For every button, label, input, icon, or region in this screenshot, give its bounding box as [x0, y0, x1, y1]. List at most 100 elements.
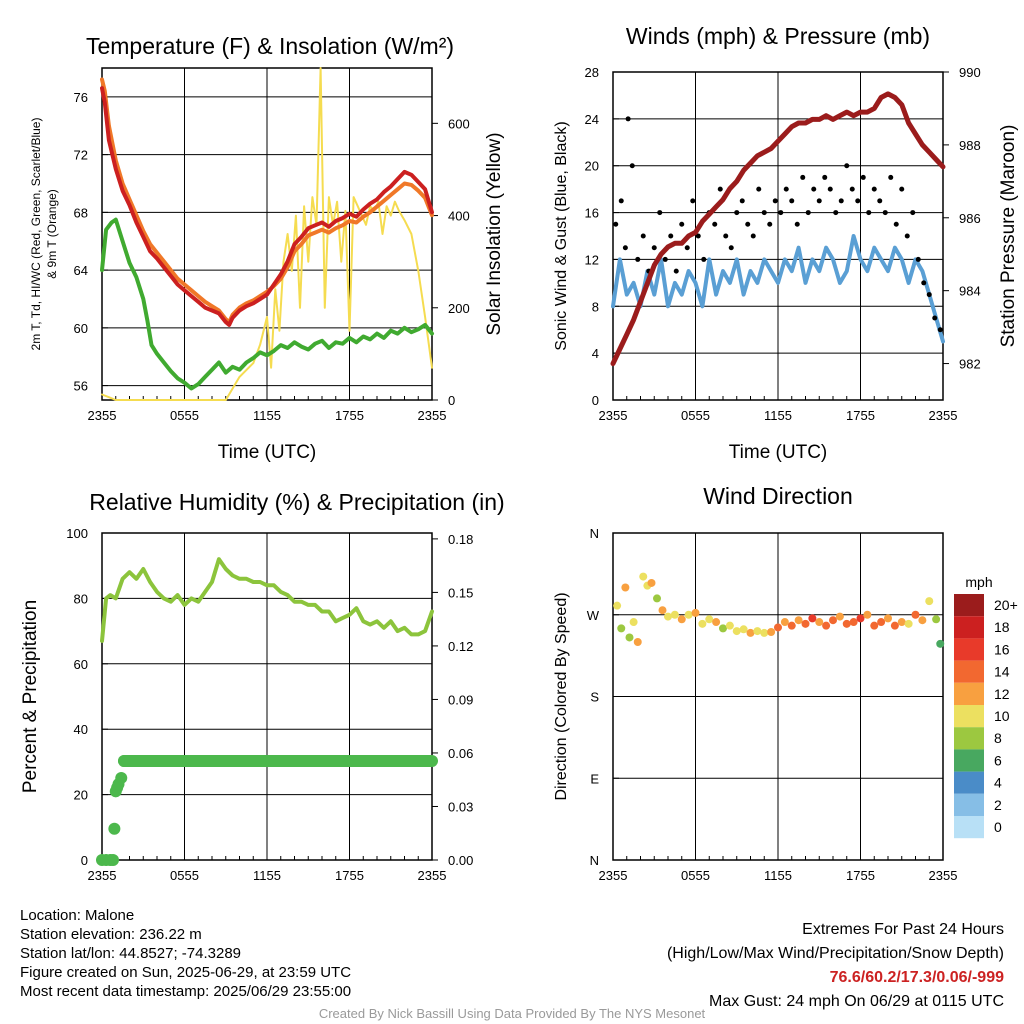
- colorbar-swatch: [954, 727, 984, 750]
- y-tick-label: 20: [585, 159, 599, 174]
- x-tick-label: 0555: [170, 408, 199, 423]
- plot-frame: [101, 67, 433, 401]
- gust-point: [679, 221, 685, 227]
- gust-point: [921, 280, 927, 286]
- gust-point: [695, 233, 701, 239]
- y2-tick-label: 0.03: [448, 799, 473, 814]
- gust-point: [866, 210, 872, 216]
- colorbar-unit: mph: [965, 574, 992, 590]
- direction-point: [936, 639, 945, 648]
- direction-point: [613, 601, 622, 610]
- gust-point: [745, 221, 751, 227]
- direction-point: [904, 619, 913, 628]
- chart-title: Winds (mph) & Pressure (mb): [626, 23, 930, 49]
- direction-point: [849, 618, 858, 627]
- gust-point: [844, 163, 850, 169]
- y2-tick-label: 986: [959, 211, 981, 226]
- y2-tick-label: 200: [448, 301, 470, 316]
- direction-point: [621, 583, 630, 592]
- y2-tick-label: 982: [959, 357, 981, 372]
- gust-point: [893, 221, 899, 227]
- chart-title: Wind Direction: [703, 483, 853, 509]
- gust-point: [822, 174, 828, 180]
- colorbar-swatch: [954, 793, 984, 816]
- gust-point: [904, 233, 910, 239]
- gust-point: [838, 198, 844, 204]
- plot-frame: [101, 532, 433, 861]
- gust-point: [899, 186, 905, 192]
- extremes-values: 76.6/60.2/17.3/0.06/-999: [829, 969, 1004, 986]
- direction-point: [732, 627, 741, 636]
- gust-point: [622, 245, 628, 251]
- y-tick-label: 68: [74, 205, 88, 220]
- y-axis-label: Direction (Colored By Speed): [553, 592, 570, 800]
- gust-point: [723, 233, 729, 239]
- direction-point: [780, 618, 789, 627]
- gust-point: [651, 245, 657, 251]
- direction-point: [670, 610, 679, 619]
- gust-point: [877, 198, 883, 204]
- y2-tick-label: 0.09: [448, 692, 473, 707]
- direction-point: [698, 619, 707, 628]
- gust-point: [728, 245, 734, 251]
- gust-point: [794, 221, 800, 227]
- direction-point: [856, 614, 865, 623]
- direction-point: [870, 621, 879, 630]
- direction-point: [658, 606, 667, 615]
- x-tick-label: 2355: [929, 868, 958, 883]
- colorbar-label: 12: [994, 686, 1010, 702]
- chart-panel-1: [101, 67, 438, 401]
- y-tick-label: 0: [81, 853, 88, 868]
- y-tick-label: 60: [74, 657, 88, 672]
- direction-point: [677, 615, 686, 624]
- y-tick-label: 80: [74, 591, 88, 606]
- gust-point: [827, 186, 833, 192]
- gust-point: [701, 256, 707, 262]
- direction-point: [753, 627, 762, 636]
- gust-point: [625, 116, 631, 122]
- direction-point: [760, 628, 769, 637]
- direction-point: [725, 621, 734, 630]
- series-line-solar: [101, 67, 433, 401]
- gust-point: [778, 210, 784, 216]
- gust-point: [635, 256, 641, 262]
- y-tick-label: S: [590, 690, 599, 705]
- colorbar-swatch: [954, 771, 984, 794]
- colorbar-label: 2: [994, 797, 1002, 813]
- y-tick-label: 16: [585, 206, 599, 221]
- y2-tick-label: 984: [959, 284, 981, 299]
- extremes-summary: Extremes For Past 24 Hours (High/Low/Max…: [667, 918, 1004, 1014]
- colorbar-label: 4: [994, 775, 1002, 791]
- chart-title: Relative Humidity (%) & Precipitation (i…: [89, 489, 504, 515]
- extremes-title: Extremes For Past 24 Hours: [802, 921, 1004, 938]
- gust-point: [673, 268, 679, 274]
- credit-line: Created By Nick Bassill Using Data Provi…: [318, 1006, 706, 1021]
- series-line-pressure: [610, 91, 946, 367]
- direction-point: [842, 619, 851, 628]
- direction-point: [684, 610, 693, 619]
- x-tick-label: 0555: [681, 408, 710, 423]
- gust-point: [684, 245, 690, 251]
- y2-tick-label: 0.00: [448, 853, 473, 868]
- direction-point: [794, 616, 803, 625]
- chart-title: Temperature (F) & Insolation (W/m²): [86, 33, 454, 59]
- y2-tick-label: 988: [959, 138, 981, 153]
- y2-tick-label: 0.12: [448, 639, 473, 654]
- gust-point: [882, 210, 888, 216]
- gust-point: [772, 198, 778, 204]
- extremes-subtitle: (High/Low/Max Wind/Precipitation/Snow De…: [666, 945, 1004, 962]
- station-latlon: Station lat/lon: 44.8527; -74.3289: [20, 945, 242, 962]
- direction-point: [822, 621, 831, 630]
- gust-point: [668, 233, 674, 239]
- series-line-9m-temp: [100, 77, 434, 325]
- gust-point: [855, 198, 861, 204]
- y-tick-label: 40: [74, 722, 88, 737]
- gust-point: [926, 292, 932, 298]
- y-tick-label: 72: [74, 148, 88, 163]
- gust-point: [871, 186, 877, 192]
- gust-point: [789, 198, 795, 204]
- y2-tick-label: 600: [448, 116, 470, 131]
- direction-point: [815, 618, 824, 627]
- direction-point: [633, 638, 642, 646]
